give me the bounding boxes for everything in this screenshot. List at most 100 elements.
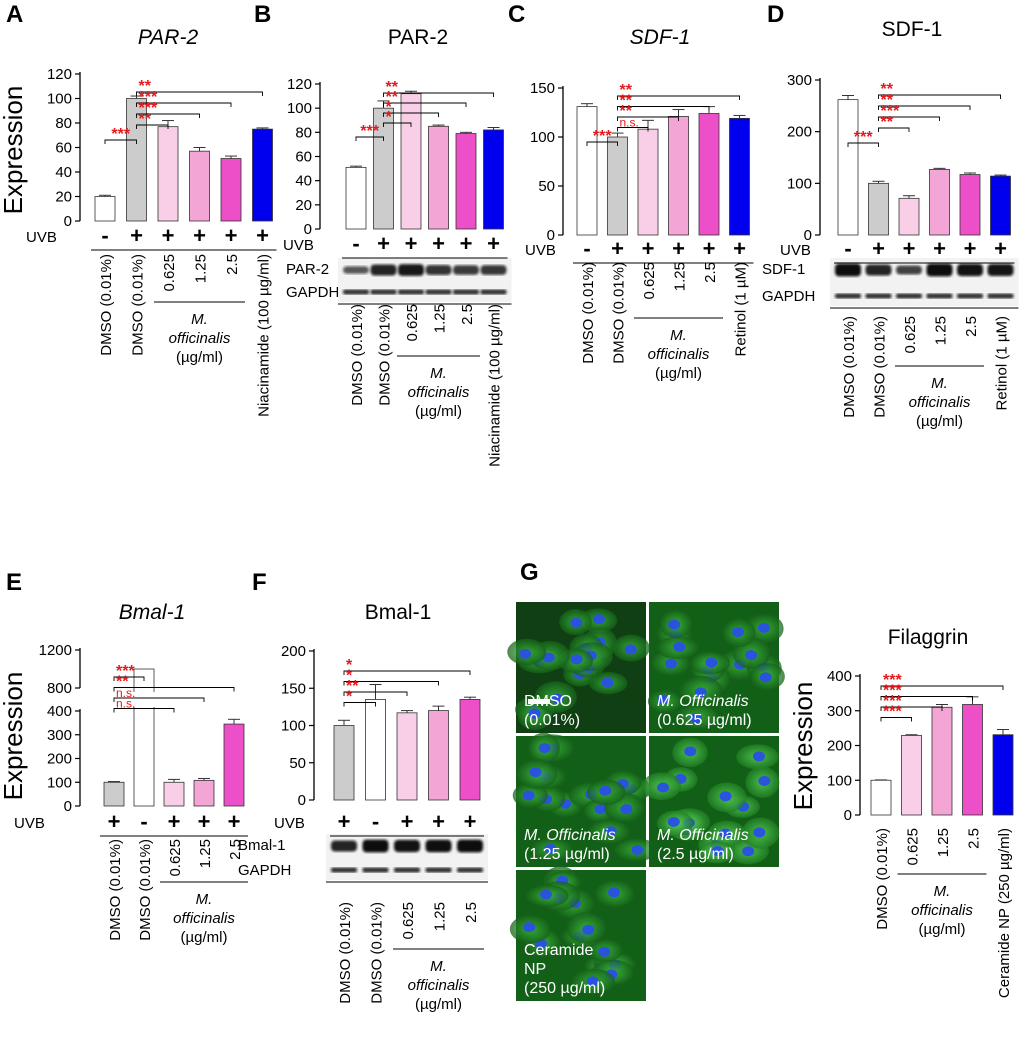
nucleus [631,844,644,855]
significance-bracket [136,124,169,129]
category-label: 2.5 [224,254,241,275]
y-tick-label: 100 [827,772,852,789]
nucleus [665,658,678,669]
blot-band-gapdh [865,293,892,299]
bar-6-3 [962,704,983,816]
blot-band-gapdh [453,289,479,295]
blot-band-target [398,264,424,276]
category-label: 2.5 [966,828,983,849]
category-label: 0.625 [404,304,421,342]
bar-4-3 [193,779,215,807]
y-tick-label: 0 [64,798,72,815]
significance-bracket [383,112,439,117]
y-tick-label: 100 [47,91,72,108]
group-label-genus: M. [430,365,447,382]
nucleus [551,693,564,704]
bar-0-0 [94,196,116,222]
group-label-genus: M. [670,327,687,344]
nucleus [538,743,551,754]
uvb-sign: + [872,236,885,261]
bar-2-3 [668,116,689,236]
y-tick-label: 100 [287,100,312,117]
group-label-unit: (µg/ml) [181,929,228,946]
bar-1-2 [400,93,422,230]
nucleus [657,782,670,793]
category-label: DMSO (0.01%) [872,316,889,418]
significance-bracket [617,127,649,132]
uvb-label: UVB [780,242,811,259]
category-label: DMSO (0.01%) [580,262,597,364]
western-blot [338,258,512,302]
nucleus [752,751,765,762]
y-axis-label: Expression [0,86,28,215]
blot-label-loading: GAPDH [762,288,815,305]
y-tick-label: 100 [281,718,306,735]
blot-band-target [896,265,922,275]
significance-bracket [880,717,912,722]
uvb-sign: + [964,236,977,261]
blot-band-target [370,264,397,276]
uvb-sign: + [460,231,473,256]
category-label: DMSO (0.01%) [349,304,366,406]
uvb-sign: + [933,236,946,261]
bar-6-4 [992,734,1014,816]
blot-band-gapdh [343,289,369,295]
uvb-sign: + [642,236,655,261]
significance-bracket [113,687,235,692]
blot-band-target [425,839,452,853]
y-tick-label: 0 [298,792,306,809]
uvb-sign: + [903,236,916,261]
significance-bracket [104,139,137,144]
category-label: DMSO (0.01%) [874,828,891,930]
y-tick-label: 300 [787,72,812,89]
micrograph-caption: Ceramide [524,942,593,959]
uvb-sign: + [168,809,181,834]
significance-bracket [113,708,175,713]
group-label-species: officinalis [169,330,231,347]
panel-title: Bmal-1 [119,601,186,624]
blot-band-target [480,265,507,275]
significance-label: n.s. [116,697,135,711]
significance-label: ** [139,111,152,128]
significance-bracket [880,685,1004,690]
group-label-species: officinalis [911,902,973,919]
significance-label: n.s. [116,686,135,700]
y-tick-label: 150 [530,80,555,97]
bar-3-4 [959,174,981,236]
category-label: DMSO (0.01%) [337,902,354,1004]
panel-letter: C [508,1,525,28]
y-tick-label: 0 [547,227,555,244]
blot-band-gapdh [457,867,483,873]
bar-5-3 [428,710,449,801]
micrograph-caption: (1.25 µg/ml) [524,846,610,863]
y-axis-label: Expression [788,682,818,811]
y-tick-label: 200 [827,738,852,755]
y-tick-label: 800 [47,680,72,697]
significance-label: ** [881,92,894,109]
significance-label: *** [139,100,158,117]
western-blot [830,258,1019,306]
bar-1-3 [428,125,449,230]
category-label: 2.5 [963,316,980,337]
nucleus [657,694,670,705]
nucleus [599,785,612,796]
uvb-sign: - [372,809,379,834]
y-tick-label: 120 [287,76,312,93]
y-tick-label: 0 [844,807,852,824]
y-tick-label: 20 [295,197,312,214]
category-label: 0.625 [641,262,658,300]
blot-band-target [453,265,479,275]
uvb-sign: + [162,223,175,248]
significance-label: * [346,657,353,674]
nucleus [684,746,697,757]
uvb-sign: + [193,223,206,248]
blot-band-gapdh [957,293,983,299]
bar-5-0 [333,725,355,801]
significance-label: ** [620,93,633,110]
significance-label: ** [386,89,399,106]
blot-band-target [957,263,983,277]
uvb-sign: - [101,223,108,248]
nucleus [705,657,718,668]
uvb-sign: + [733,236,746,261]
